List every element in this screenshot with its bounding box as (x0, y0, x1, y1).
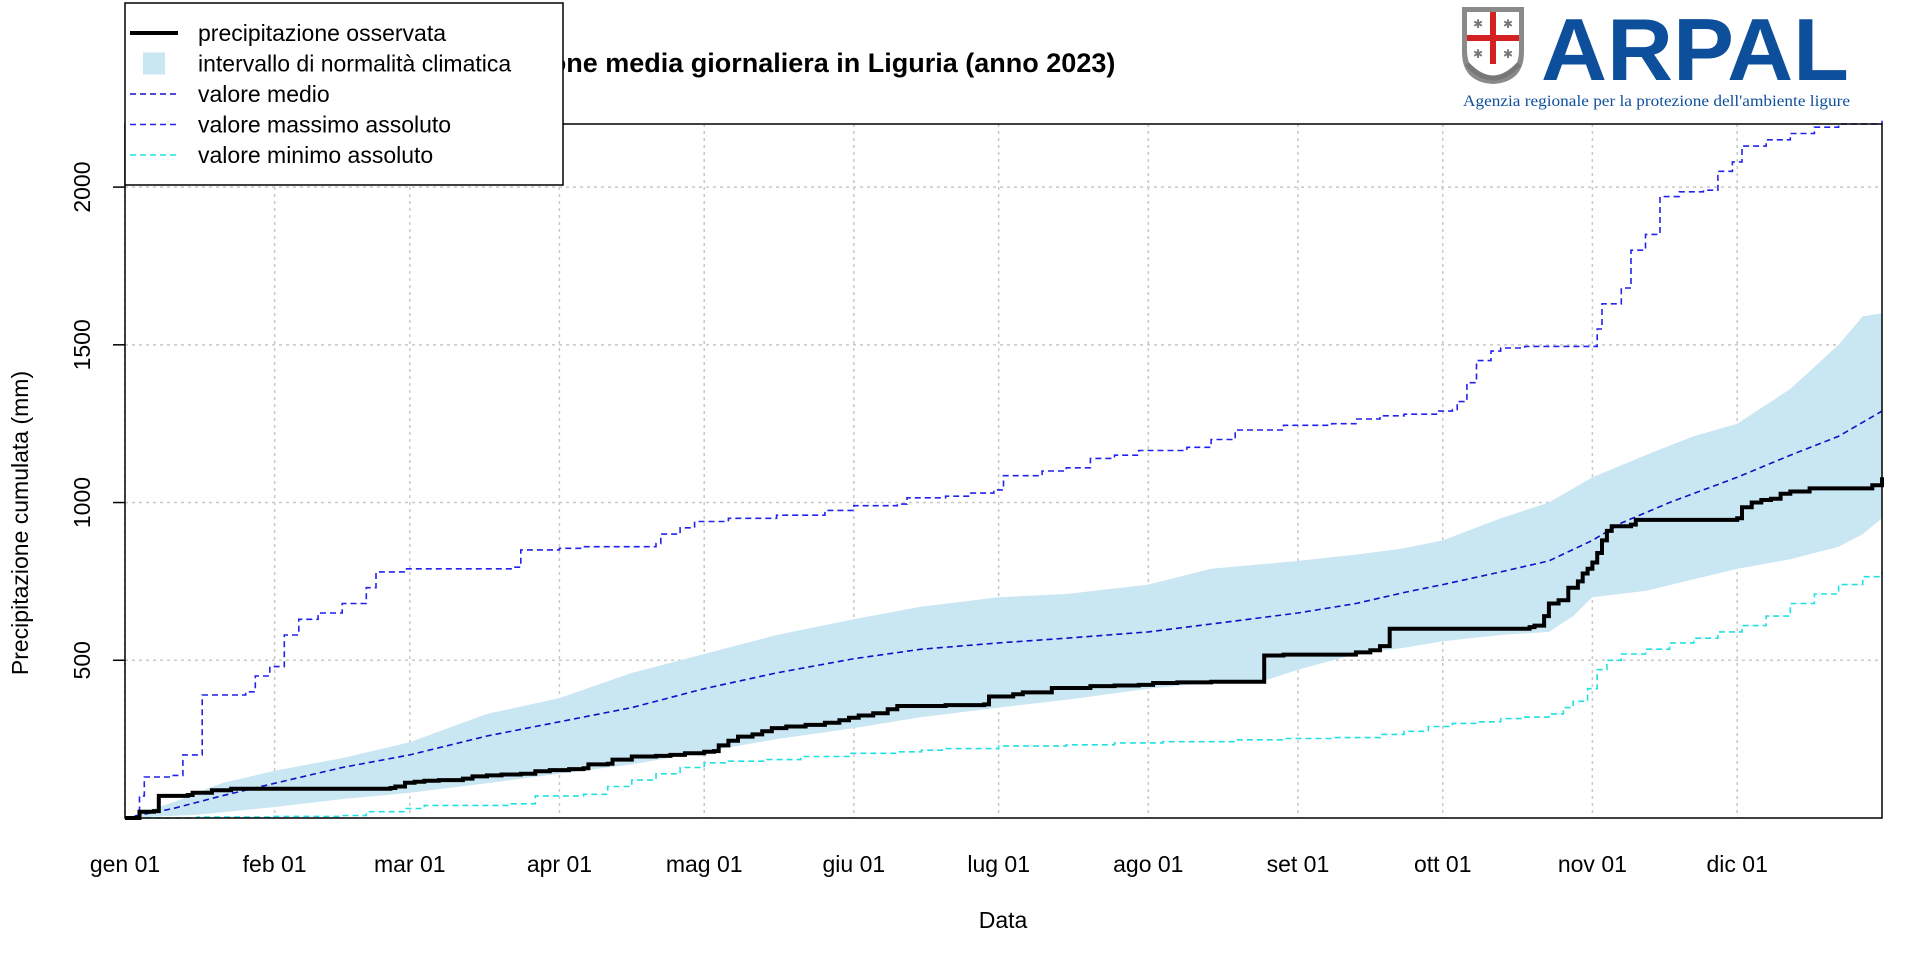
x-tick-label: ago 01 (1113, 851, 1183, 877)
x-tick-label: feb 01 (243, 851, 307, 877)
max-series-line (125, 120, 1883, 819)
svg-text:✱: ✱ (1503, 47, 1513, 61)
legend-label-mean: valore medio (198, 81, 330, 107)
x-tick-label: mag 01 (666, 851, 743, 877)
observed-series-line (125, 477, 1884, 820)
x-axis: gen 01 feb 01 mar 01 apr 01 mag 01 giu 01 lug … (90, 851, 1768, 877)
plot-frame (124, 123, 1883, 819)
y-tick-label: 2000 (69, 162, 95, 213)
logo-wordmark: ARPAL (1541, 0, 1849, 99)
legend: precipitazione osservata intervallo di no… (124, 2, 564, 186)
y-axis: 500 1000 1500 2000 (69, 162, 125, 679)
x-tick-label: ott 01 (1414, 851, 1472, 877)
y-tick-label: 1500 (69, 319, 95, 370)
logo-subtitle: Agenzia regionale per la protezione dell… (1463, 93, 1850, 110)
x-tick-label: giu 01 (823, 851, 886, 877)
legend-label-band: intervallo di normalità climatica (198, 51, 511, 77)
y-tick-label: 500 (69, 641, 95, 679)
legend-label-max: valore massimo assoluto (198, 112, 451, 138)
mean-series-line (124, 410, 1883, 819)
legend-label-observed: precipitazione osservata (198, 20, 446, 46)
x-tick-label: apr 01 (527, 851, 592, 877)
x-tick-label: lug 01 (967, 851, 1030, 877)
x-tick-label: nov 01 (1558, 851, 1627, 877)
liguria-shield-icon: ✱ ✱ ✱ ✱ (1462, 7, 1524, 84)
legend-swatch-band (143, 52, 165, 75)
x-tick-label: dic 01 (1707, 851, 1768, 877)
min-series-line (125, 571, 1883, 819)
legend-label-min: valore minimo assoluto (198, 142, 433, 168)
arpal-logo: ✱ ✱ ✱ ✱ ARPAL Agenzia regionale per la p… (1462, 0, 1850, 110)
x-tick-label: set 01 (1267, 851, 1330, 877)
x-tick-label: mar 01 (374, 851, 446, 877)
y-axis-label: Precipitazione cumulata (mm) (7, 371, 33, 675)
svg-text:✱: ✱ (1503, 17, 1513, 31)
x-tick-label: gen 01 (90, 851, 160, 877)
svg-text:✱: ✱ (1473, 17, 1483, 31)
svg-text:✱: ✱ (1473, 47, 1483, 61)
x-axis-label: Data (979, 907, 1028, 933)
normality-band (125, 313, 1882, 818)
y-tick-label: 1000 (69, 477, 95, 528)
legend-box (124, 2, 564, 186)
